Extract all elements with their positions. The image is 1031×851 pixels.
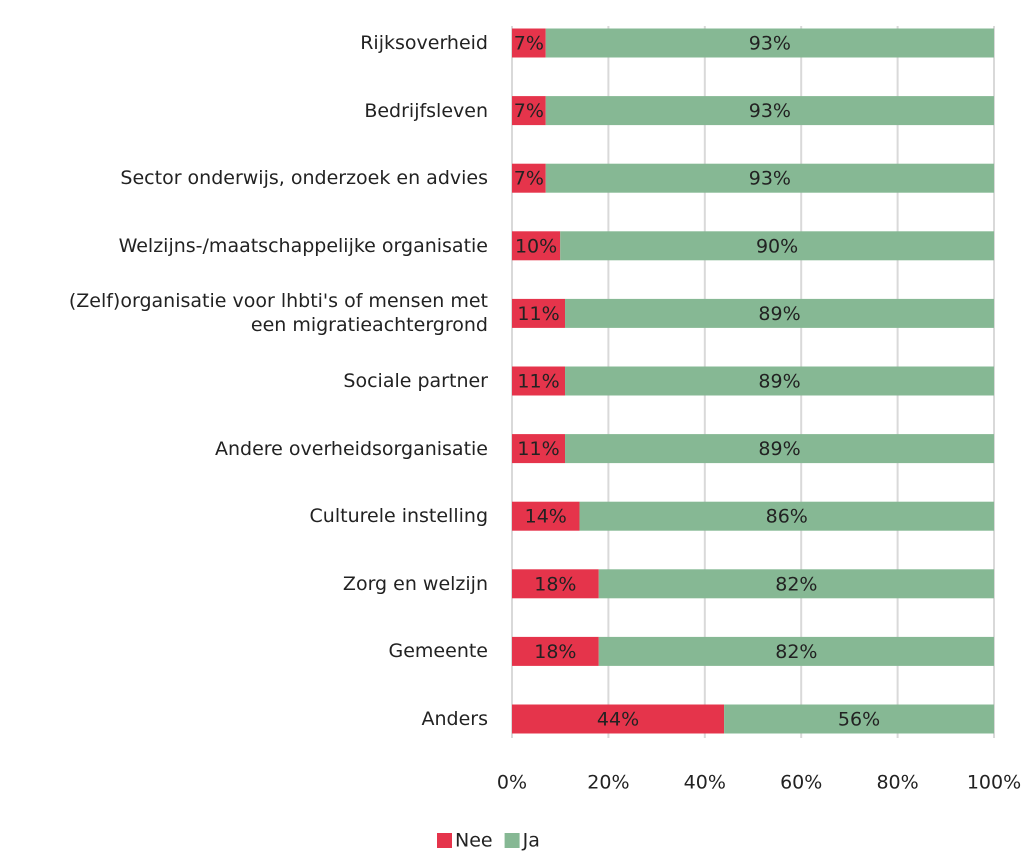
y-tick-label: Gemeente: [388, 640, 488, 663]
data-label: 93%: [749, 33, 791, 55]
bar-segment: [512, 28, 546, 58]
bar-segment: [512, 636, 599, 666]
bar-segment: [512, 163, 546, 193]
data-label: 11%: [517, 438, 559, 460]
bar-segment: [579, 501, 994, 531]
bar-segment: [512, 231, 561, 261]
data-label: 93%: [749, 100, 791, 122]
y-tick-label: Anders: [421, 708, 489, 730]
bar-segment: [565, 298, 994, 328]
bar-segment: [512, 298, 566, 328]
x-tick-label: 80%: [876, 772, 918, 794]
data-label: 18%: [534, 573, 576, 595]
data-label: 82%: [775, 573, 817, 595]
data-label: 7%: [514, 168, 544, 190]
bar-segment: [598, 569, 994, 599]
bar-segment: [512, 704, 725, 734]
y-tick-label: Welzijns-/maatschappelijke organisatie: [118, 234, 488, 257]
legend-label: Ja: [522, 830, 540, 851]
x-tick-label: 40%: [684, 772, 726, 794]
bar-segment: [545, 96, 994, 126]
x-tick-label: 20%: [587, 772, 629, 794]
bar-segment: [512, 434, 566, 464]
legend-label: Nee: [455, 830, 493, 851]
data-label: 93%: [749, 168, 791, 190]
x-tick-label: 100%: [967, 772, 1021, 794]
y-tick-label: Zorg en welzijn: [342, 572, 488, 595]
data-label: 86%: [766, 506, 808, 528]
data-label: 7%: [514, 100, 544, 122]
y-tick-label: Sector onderwijs, onderzoek en advies: [120, 167, 488, 190]
bar-segment: [565, 366, 994, 396]
data-label: 11%: [517, 371, 559, 393]
x-tick-label: 60%: [780, 772, 822, 794]
y-tick-label: Andere overheidsorganisatie: [214, 437, 488, 460]
data-label: 44%: [597, 709, 639, 731]
legend-swatch: [504, 833, 520, 848]
bar-segment: [512, 569, 599, 599]
bar-segment: [724, 704, 994, 734]
y-tick-label: Culturele instelling: [309, 505, 488, 528]
data-label: 56%: [838, 709, 880, 731]
bar-segment: [512, 96, 546, 126]
data-label: 89%: [758, 303, 800, 325]
bar-segment: [512, 366, 566, 396]
y-tick-label: (Zelf)organisatie voor lhbti's of mensen…: [68, 290, 488, 337]
data-label: 7%: [514, 33, 544, 55]
bar-segment: [565, 434, 994, 464]
legend-swatch: [437, 833, 452, 848]
data-label: 89%: [758, 371, 800, 393]
data-label: 18%: [534, 641, 576, 663]
bar-segment: [598, 636, 994, 666]
data-label: 14%: [525, 506, 567, 528]
data-label: 11%: [517, 303, 559, 325]
bar-segment: [545, 163, 994, 193]
x-tick-label: 0%: [497, 772, 527, 794]
bar-segment: [545, 28, 994, 58]
y-tick-label: Bedrijfsleven: [364, 99, 488, 122]
y-tick-label: Rijksoverheid: [360, 32, 488, 54]
data-label: 89%: [758, 438, 800, 460]
bar-segment: [512, 501, 580, 531]
y-tick-label: Sociale partner: [343, 370, 488, 392]
data-label: 10%: [515, 235, 557, 257]
data-label: 82%: [775, 641, 817, 663]
bar-segment: [560, 231, 994, 261]
data-label: 90%: [756, 235, 798, 257]
